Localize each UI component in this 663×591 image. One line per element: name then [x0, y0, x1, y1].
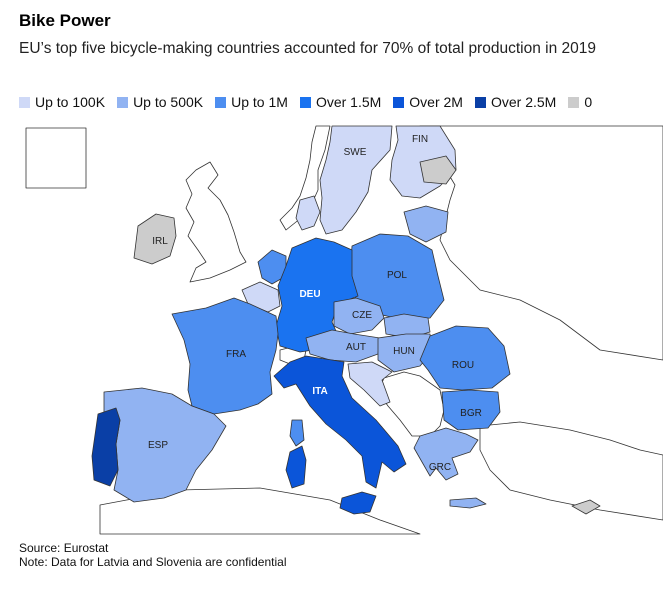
island-crete [449, 497, 487, 509]
source-note: Source: Eurostat [19, 541, 109, 555]
label-fra: FRA [226, 349, 246, 360]
country-ireland [133, 213, 177, 265]
label-cze: CZE [352, 310, 372, 321]
legend-item-over-2-5m: Over 2.5M [474, 94, 557, 110]
country-balkans-nonEU [377, 371, 445, 437]
label-irl: IRL [152, 236, 168, 247]
legend-item-zero: 0 [568, 94, 592, 110]
label-pol: POL [387, 270, 407, 281]
country-croatia [347, 361, 393, 407]
legend-item-up-to-500k: Up to 500K [117, 94, 203, 110]
country-slovakia [383, 313, 431, 339]
footer: Source: Eurostat Note: Data for Latvia a… [19, 541, 287, 569]
legend-item-over-1-5m: Over 1.5M [299, 94, 382, 110]
country-denmark [295, 195, 321, 231]
label-esp: ESP [148, 440, 168, 451]
chart-title: Bike Power [19, 11, 111, 30]
country-greece [413, 427, 479, 481]
legend-swatch [117, 96, 129, 108]
country-austria [305, 329, 381, 363]
legend-swatch [19, 96, 30, 108]
chart-subtitle: EU’s top five bicycle-making countries a… [19, 40, 596, 57]
legend-item-up-to-100k: Up to 100K [19, 94, 105, 110]
country-france [171, 297, 279, 415]
country-iceland [25, 127, 87, 189]
country-russia-east [419, 125, 663, 361]
label-fin: FIN [412, 134, 428, 145]
legend-label: 0 [584, 94, 593, 110]
legend-swatch [299, 96, 311, 108]
legend-swatch [393, 96, 405, 108]
legend-label: Up to 100K [35, 94, 106, 110]
legend-label: Over 1.5M [315, 94, 382, 110]
island-corsica [289, 419, 305, 447]
label-rou: ROU [452, 360, 474, 371]
legend-label: Over 2.5M [490, 94, 557, 110]
island-sardinia [285, 445, 307, 489]
country-romania [419, 325, 511, 391]
legend-label: Up to 500K [133, 94, 204, 110]
country-lithuania [403, 205, 449, 243]
legend-item-over-2m: Over 2M [393, 94, 463, 110]
country-czechia [333, 297, 385, 335]
legend-swatch [474, 96, 486, 108]
country-bulgaria [441, 389, 501, 431]
europe-map: FIN SWE IRL POL DEU CZE AUT HUN FRA ROU … [25, 125, 663, 535]
legend-item-up-to-1m: Up to 1M [215, 94, 288, 110]
legend-label: Up to 1M [231, 94, 288, 110]
label-ita: ITA [312, 386, 327, 397]
data-note: Note: Data for Latvia and Slovenia are c… [19, 555, 287, 569]
country-uk [185, 161, 247, 283]
legend-swatch [568, 96, 580, 108]
label-grc: GRC [429, 462, 451, 473]
label-aut: AUT [346, 342, 366, 353]
country-sweden [319, 125, 393, 235]
country-estonia [419, 155, 457, 185]
legend-label: Over 2M [409, 94, 463, 110]
label-swe: SWE [344, 147, 367, 158]
country-italy [273, 355, 407, 489]
legend: Up to 100K Up to 500K Up to 1M Over 1.5M… [19, 94, 604, 110]
label-hun: HUN [393, 346, 415, 357]
legend-swatch [215, 96, 227, 108]
country-cyprus [571, 499, 601, 515]
label-bgr: BGR [460, 408, 482, 419]
island-sicily [339, 491, 377, 515]
country-norway [279, 125, 331, 231]
label-deu: DEU [299, 289, 320, 300]
country-turkey [479, 421, 663, 521]
country-portugal [91, 407, 121, 487]
